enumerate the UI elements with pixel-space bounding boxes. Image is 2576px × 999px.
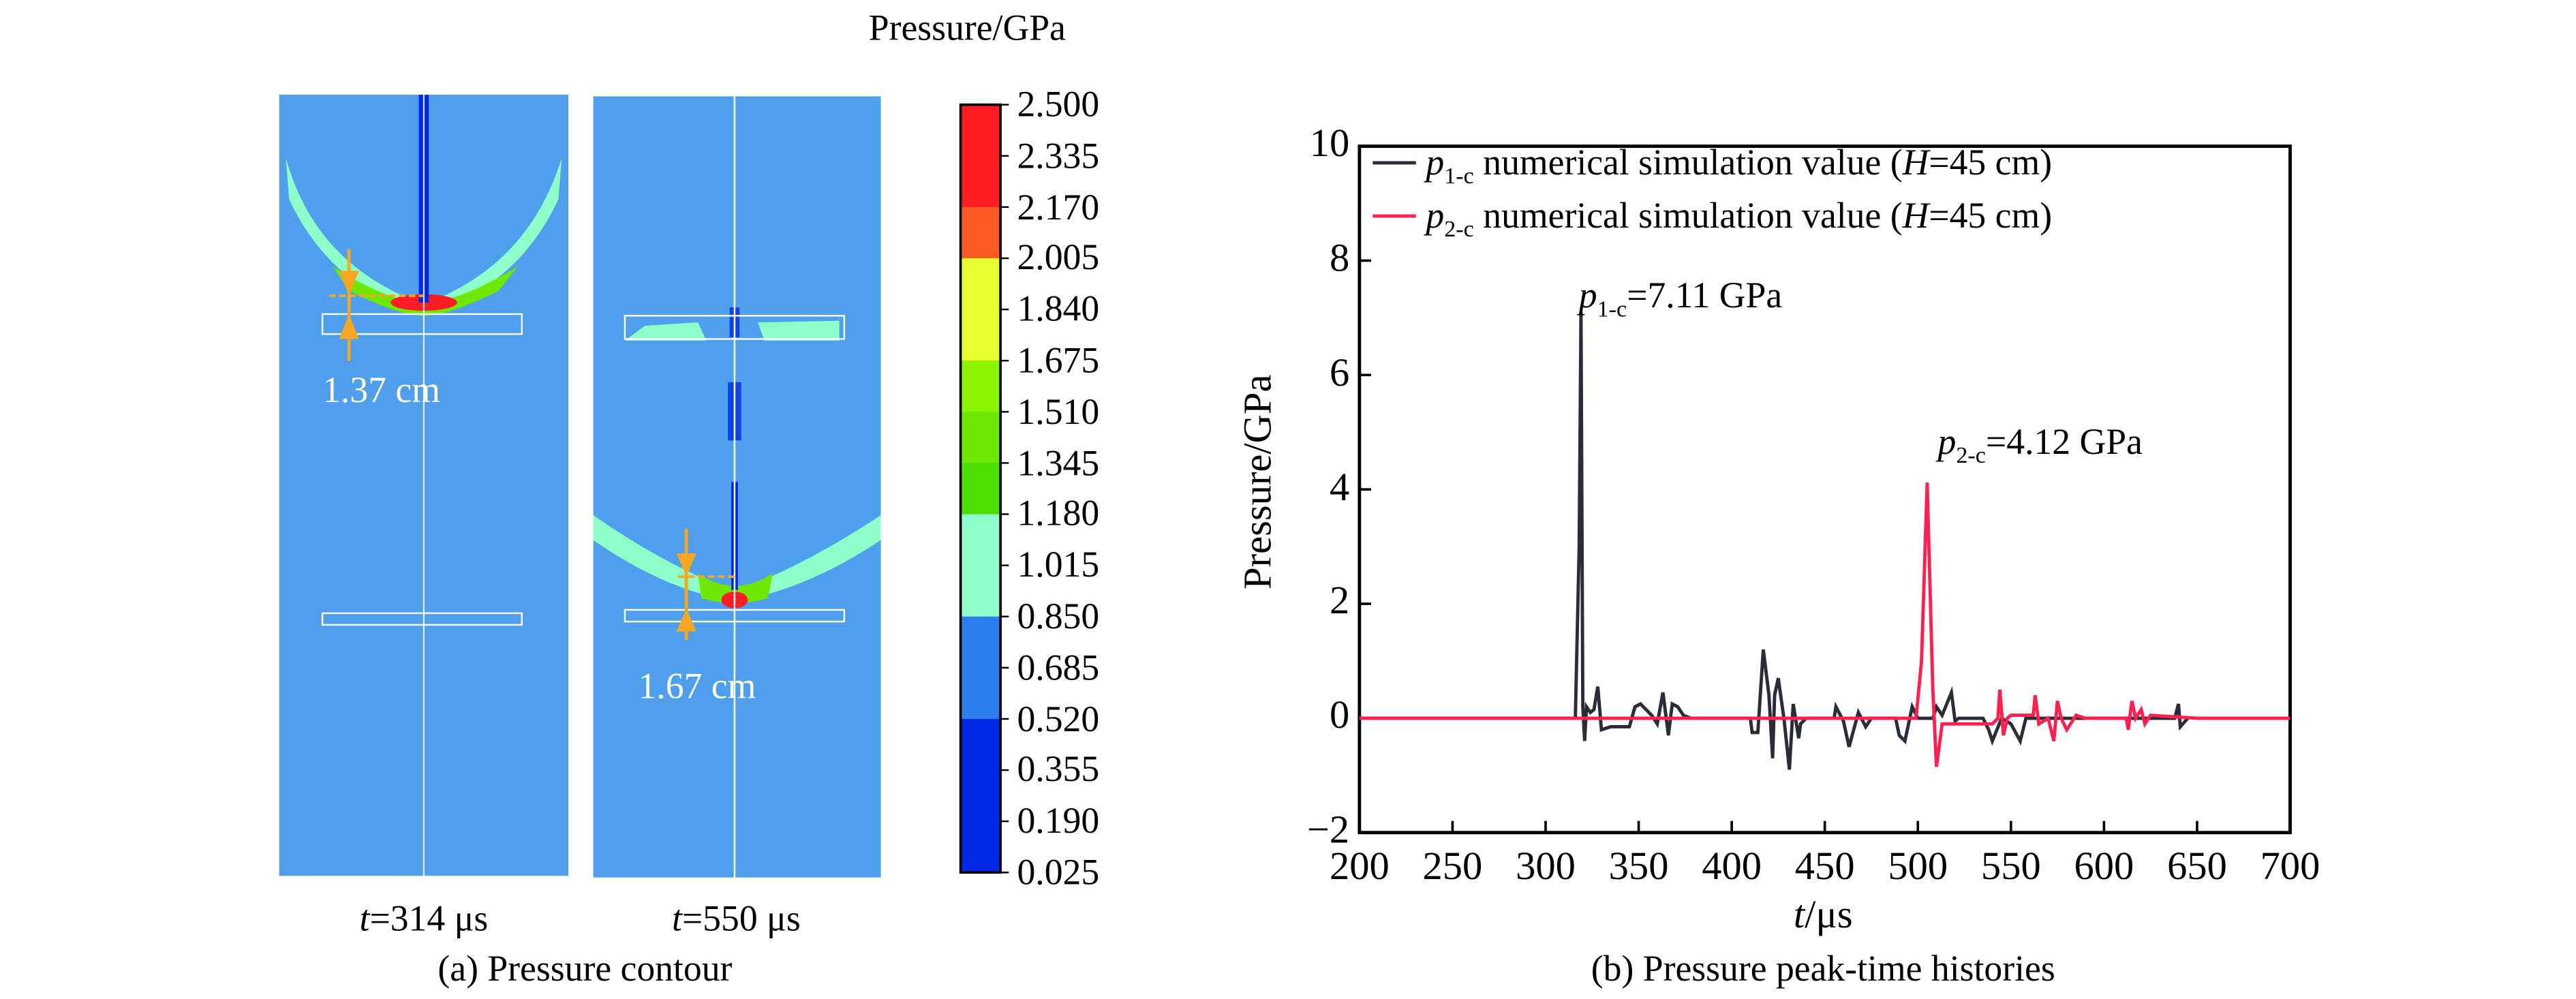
- y-tick-label: 6: [1329, 352, 1350, 395]
- legend-entry-p2c: p2-c numerical simulation value (H=45 cm…: [1426, 194, 2052, 245]
- time-value: =314 μs: [369, 897, 489, 939]
- ann-text: =4.12 GPa: [1985, 420, 2143, 462]
- colorbar-tick-label: 1.345: [1017, 441, 1100, 483]
- legend-text: numerical simulation value (: [1473, 194, 1903, 236]
- legend-h: H: [1902, 194, 1929, 236]
- x-tick-label: 450: [1794, 846, 1855, 889]
- y-tick-label: −2: [1306, 809, 1350, 853]
- colorbar-band: [960, 309, 1001, 362]
- colorbar-band: [960, 206, 1001, 260]
- colorbar-tick-label: 2.500: [1017, 82, 1100, 125]
- colorbar-tick-label: 0.190: [1017, 799, 1100, 842]
- time-var: t: [359, 897, 370, 939]
- contour-panels: [279, 95, 1009, 878]
- contour-panel-314: [279, 95, 569, 876]
- x-tick-label: 700: [2260, 846, 2320, 889]
- colorbar-band: [960, 412, 1001, 464]
- x-tick-label: 200: [1329, 846, 1390, 889]
- legend-tail: =45 cm): [1929, 194, 2053, 236]
- colorbar-band: [960, 821, 1001, 874]
- x-tick-label: 650: [2167, 846, 2227, 889]
- legend-sub: 1-c: [1444, 165, 1474, 190]
- colorbar-tick-label: 2.005: [1017, 236, 1100, 279]
- x-tick-label: 550: [1980, 846, 2041, 889]
- colorbar-band: [960, 258, 1001, 311]
- colorbar-tick-label: 0.025: [1017, 850, 1100, 893]
- colorbar-band: [960, 718, 1001, 771]
- x-tick-label: 350: [1608, 846, 1669, 889]
- colorbar-tick-label: 2.170: [1017, 185, 1100, 228]
- ann-sub: 2-c: [1956, 444, 1986, 470]
- colorbar-tick-label: 1.840: [1017, 288, 1100, 330]
- colorbar-band: [960, 463, 1001, 515]
- caption-b: (b) Pressure peak-time histories: [1591, 947, 2055, 989]
- colorbar-band: [960, 565, 1001, 617]
- measure-label-550: 1.67 cm: [638, 664, 756, 707]
- colorbar-band: [960, 360, 1001, 413]
- ann-sub: 1-c: [1597, 298, 1627, 324]
- legend-var: p: [1426, 194, 1445, 236]
- colorbar-title: Pressure/GPa: [868, 6, 1066, 48]
- colorbar-tick-label: 2.335: [1017, 134, 1100, 176]
- colorbar-band: [960, 667, 1001, 720]
- x-tick-label: 400: [1702, 846, 1762, 889]
- x-axis-unit: /μs: [1805, 894, 1853, 938]
- legend-tail: =45 cm): [1929, 141, 2053, 183]
- legend-sub: 2-c: [1444, 218, 1474, 244]
- annotation-p2c-peak: p2-c=4.12 GPa: [1938, 420, 2143, 471]
- time-var: t: [671, 897, 682, 939]
- y-axis-label: Pressure/GPa: [1237, 374, 1281, 589]
- colorbar-band: [960, 616, 1001, 669]
- legend-text: numerical simulation value (: [1473, 141, 1903, 183]
- contour-panel-550: [593, 96, 881, 878]
- colorbar-tick-label: 0.520: [1017, 697, 1100, 739]
- x-tick-label: 600: [2074, 846, 2134, 889]
- x-tick-label: 500: [1888, 846, 1948, 889]
- colorbar-tick-label: 0.685: [1017, 646, 1100, 688]
- legend-h: H: [1902, 141, 1929, 183]
- x-tick-label: 300: [1516, 846, 1576, 889]
- plot-frame: [1358, 144, 2292, 835]
- y-tick-label: 8: [1329, 237, 1350, 281]
- measure-label-314: 1.37 cm: [322, 369, 440, 411]
- colorbar: [959, 103, 1009, 874]
- x-axis-label: t/μs: [1794, 894, 1853, 939]
- colorbar-frame: [959, 103, 1002, 874]
- ann-var: p: [1578, 274, 1597, 316]
- colorbar-tick-label: 0.355: [1017, 748, 1100, 790]
- colorbar-tick-label: 1.015: [1017, 543, 1100, 585]
- time-label-550: t=550 μs: [672, 897, 801, 940]
- annotation-p1c-peak: p1-c=7.11 GPa: [1579, 274, 1782, 324]
- colorbar-tick-label: 1.510: [1017, 390, 1100, 432]
- colorbar-tick-label: 1.180: [1017, 492, 1100, 534]
- series-line-1-c: [1359, 311, 2190, 770]
- ann-var: p: [1937, 420, 1957, 462]
- colorbar-band: [960, 104, 1001, 157]
- ann-text: =7.11 GPa: [1627, 274, 1783, 316]
- series-line-2-c: [1359, 482, 2290, 767]
- colorbar-tick-label: 0.850: [1017, 595, 1100, 637]
- colorbar-band: [960, 514, 1001, 566]
- legend-var: p: [1426, 141, 1445, 183]
- time-label-314: t=314 μs: [360, 897, 489, 940]
- y-tick-label: 0: [1329, 694, 1350, 739]
- y-tick-label: 2: [1329, 580, 1350, 624]
- time-value: =550 μs: [681, 897, 801, 939]
- colorbar-tick-label: 1.675: [1017, 339, 1100, 381]
- colorbar-band: [960, 770, 1001, 823]
- colorbar-band: [960, 155, 1001, 209]
- caption-a: (a) Pressure contour: [438, 947, 733, 989]
- x-tick-label: 250: [1422, 846, 1483, 889]
- y-tick-label: 10: [1309, 123, 1350, 166]
- x-axis-var: t: [1793, 894, 1805, 938]
- y-tick-label: 4: [1329, 466, 1350, 510]
- legend-entry-p1c: p1-c numerical simulation value (H=45 cm…: [1426, 141, 2052, 191]
